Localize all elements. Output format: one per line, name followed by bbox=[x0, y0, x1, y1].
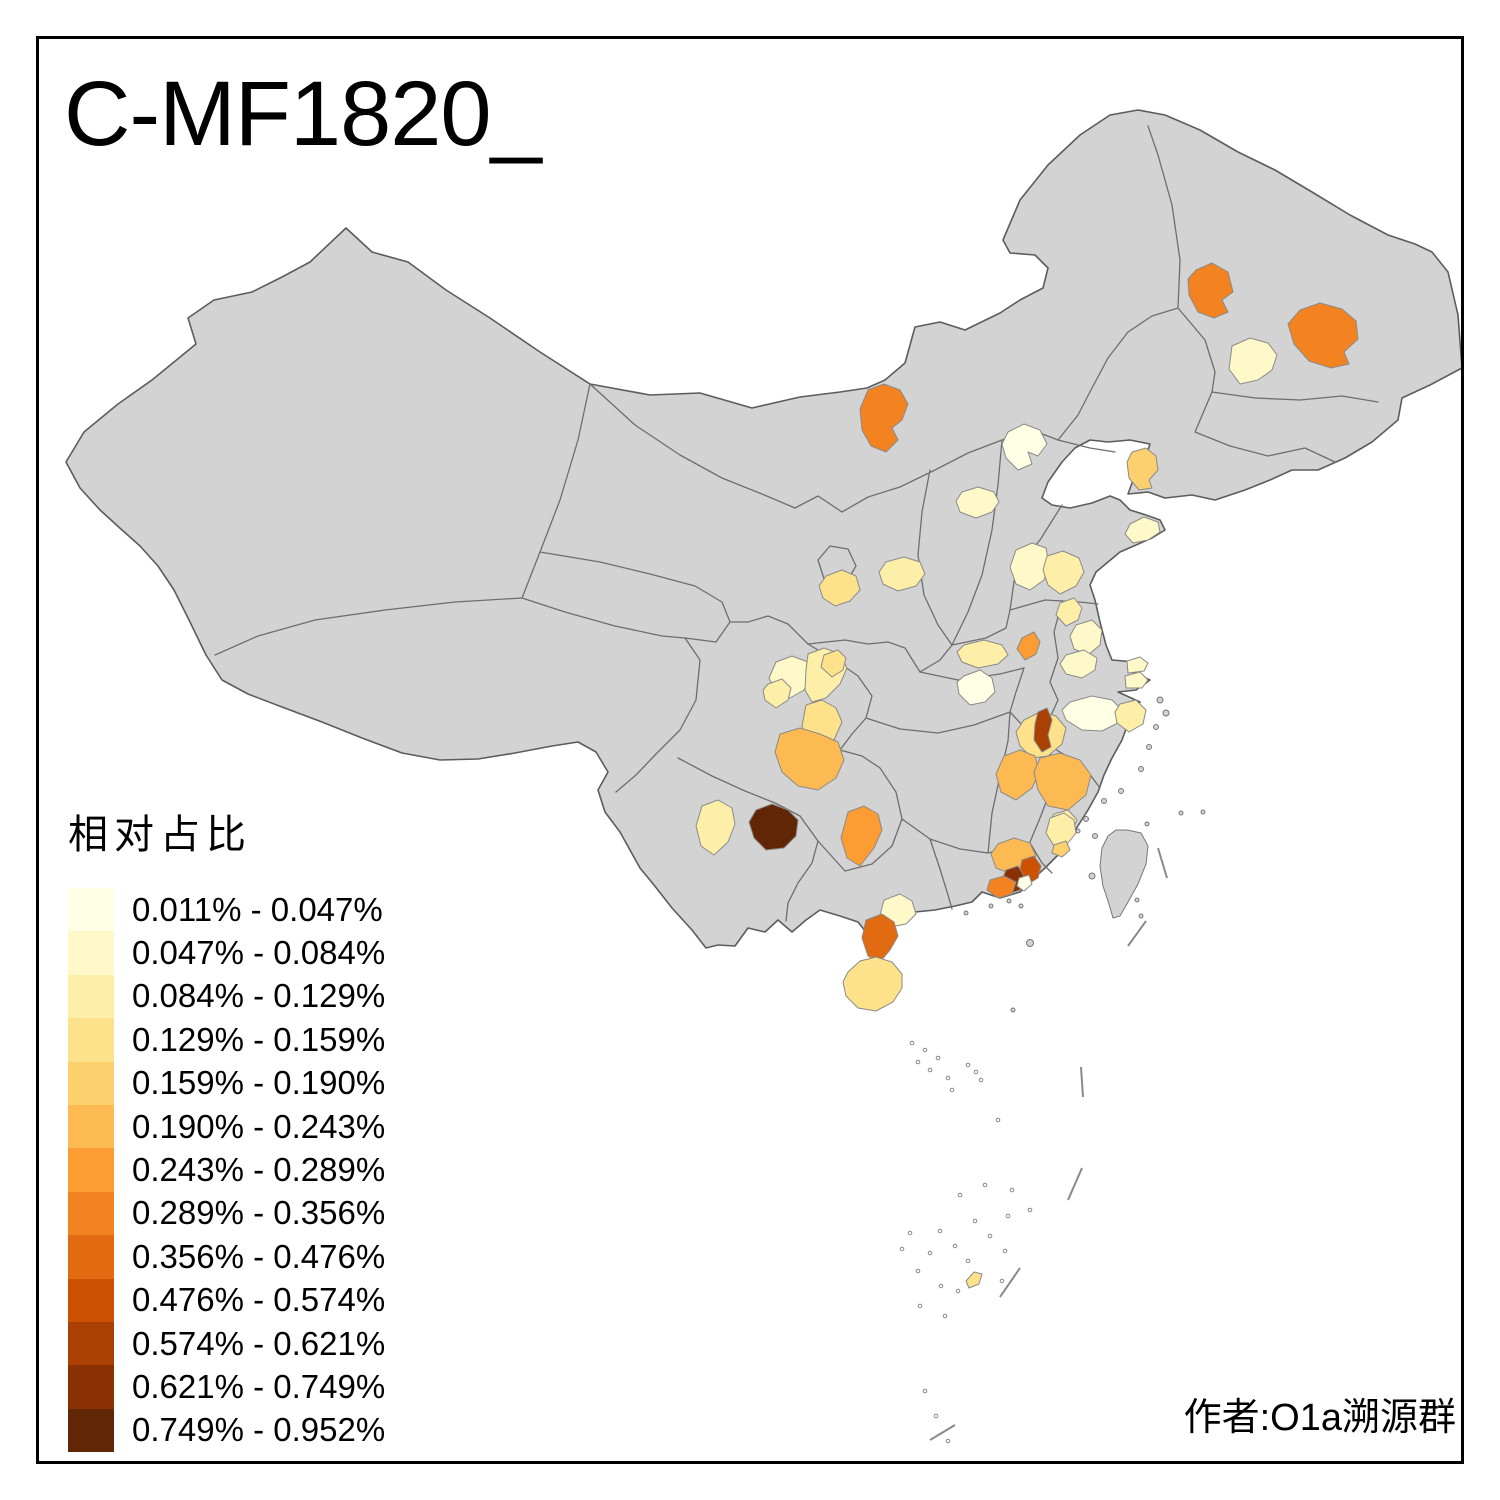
legend-row: 0.243% - 0.289% bbox=[68, 1148, 386, 1192]
legend-swatch bbox=[68, 1408, 114, 1453]
legend-swatch bbox=[68, 1321, 114, 1366]
legend-row: 0.159% - 0.190% bbox=[68, 1061, 386, 1105]
legend-rows: 0.011% - 0.047% 0.047% - 0.084% 0.084% - 0… bbox=[68, 888, 386, 1453]
legend-swatch bbox=[68, 1191, 114, 1236]
legend-row: 0.476% - 0.574% bbox=[68, 1278, 386, 1322]
map-region-r11 bbox=[818, 569, 861, 607]
legend-swatch bbox=[68, 1365, 114, 1409]
legend-label: 0.084% - 0.129% bbox=[132, 977, 386, 1015]
map-region-r12 bbox=[878, 556, 926, 592]
legend-label: 0.190% - 0.243% bbox=[132, 1107, 386, 1145]
page-title: C-MF1820_ bbox=[64, 63, 542, 165]
map-region-r10 bbox=[1042, 550, 1085, 595]
map-region-r19 bbox=[1126, 656, 1149, 674]
legend-row: 0.047% - 0.084% bbox=[68, 931, 386, 975]
map-region-r34 bbox=[748, 803, 799, 851]
legend-label: 0.621% - 0.749% bbox=[132, 1367, 386, 1405]
legend-swatch bbox=[68, 1278, 114, 1322]
legend-row: 0.289% - 0.356% bbox=[68, 1191, 386, 1236]
legend-label: 0.011% - 0.047% bbox=[132, 890, 383, 928]
legend-label: 0.749% - 0.952% bbox=[132, 1411, 386, 1449]
map-region-r39 bbox=[1016, 874, 1033, 892]
author-credit: 作者:O1a溯源群 bbox=[1183, 1397, 1456, 1439]
map-region-r02 bbox=[1287, 302, 1359, 369]
legend-label: 0.047% - 0.084% bbox=[132, 934, 386, 972]
map-region-r17 bbox=[1069, 619, 1103, 656]
map-region-r41 bbox=[1045, 812, 1077, 847]
taiwan-island bbox=[1099, 829, 1149, 919]
map-region-r08 bbox=[1124, 516, 1161, 544]
legend-row: 0.084% - 0.129% bbox=[68, 974, 386, 1019]
plot-frame bbox=[36, 36, 1464, 1464]
map-region-r29 bbox=[762, 678, 792, 709]
legend-swatch bbox=[68, 1104, 114, 1149]
legend-row: 0.190% - 0.243% bbox=[68, 1104, 386, 1149]
map-region-r03 bbox=[1228, 337, 1278, 385]
map-region-r47 bbox=[965, 1271, 983, 1289]
map-region-r46 bbox=[820, 649, 847, 678]
map-region-r20 bbox=[1124, 671, 1149, 689]
legend-row: 0.356% - 0.476% bbox=[68, 1235, 386, 1279]
map-region-r06 bbox=[1001, 423, 1048, 471]
map-region-r25 bbox=[995, 749, 1040, 801]
south-china-sea-islands bbox=[899, 1040, 1033, 1444]
map-region-r40 bbox=[986, 875, 1017, 899]
legend-label: 0.476% - 0.574% bbox=[132, 1281, 386, 1319]
legend-label: 0.289% - 0.356% bbox=[132, 1194, 386, 1232]
map-region-r23 bbox=[1033, 707, 1053, 753]
map-region-r35 bbox=[840, 805, 883, 867]
legend-swatch bbox=[68, 1061, 114, 1105]
legend-label: 0.574% - 0.621% bbox=[132, 1324, 386, 1362]
legend-label: 0.243% - 0.289% bbox=[132, 1151, 386, 1189]
map-region-r18 bbox=[1059, 649, 1098, 679]
map-region-r01 bbox=[1187, 262, 1234, 319]
map-region-r04 bbox=[1126, 447, 1159, 491]
legend-title: 相对占比 bbox=[68, 813, 252, 857]
legend-row: 0.574% - 0.621% bbox=[68, 1321, 386, 1366]
map-region-r13 bbox=[956, 639, 1009, 669]
legend-swatch bbox=[68, 974, 114, 1019]
map-region-r09 bbox=[1009, 542, 1050, 591]
coastal-islands bbox=[963, 696, 1206, 1013]
legend-swatch bbox=[68, 1235, 114, 1279]
map-region-r15 bbox=[956, 669, 996, 706]
map-region-r42 bbox=[1051, 840, 1071, 858]
mainland-outline bbox=[65, 109, 1463, 964]
choropleth-regions bbox=[695, 262, 1359, 1289]
nine-dash-line bbox=[929, 847, 1168, 1441]
map-region-r44 bbox=[861, 913, 899, 963]
map-region-r33 bbox=[695, 799, 736, 856]
legend-label: 0.356% - 0.476% bbox=[132, 1237, 386, 1275]
legend-row: 0.621% - 0.749% bbox=[68, 1365, 386, 1409]
map-region-r45 bbox=[842, 956, 903, 1012]
legend-label: 0.129% - 0.159% bbox=[132, 1020, 386, 1058]
legend-label: 0.159% - 0.190% bbox=[132, 1064, 386, 1102]
map-region-r21 bbox=[1061, 695, 1123, 732]
map-region-r14 bbox=[1016, 631, 1041, 661]
legend: 相对占比 0.011% - 0.047% 0.047% - 0.084% 0.084… bbox=[68, 802, 386, 1453]
map-region-r16 bbox=[1055, 597, 1083, 627]
legend-row: 0.129% - 0.159% bbox=[68, 1018, 386, 1062]
map-region-r32 bbox=[774, 727, 845, 791]
legend-row: 0.749% - 0.952% bbox=[68, 1408, 386, 1453]
map-region-r22 bbox=[1114, 699, 1147, 733]
legend-row: 0.011% - 0.047% bbox=[68, 888, 385, 932]
map-region-r07 bbox=[955, 486, 1000, 519]
map-region-r26 bbox=[1033, 752, 1092, 811]
legend-swatch bbox=[68, 931, 114, 975]
legend-swatch bbox=[68, 1018, 114, 1062]
legend-swatch bbox=[68, 1148, 114, 1192]
map-region-r05 bbox=[859, 383, 909, 453]
legend-swatch bbox=[68, 888, 114, 932]
